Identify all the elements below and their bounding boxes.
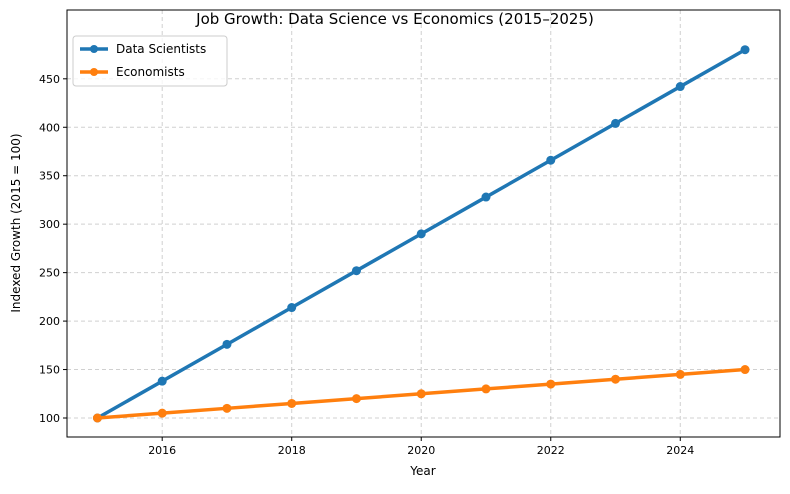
data-point-data-scientists	[287, 303, 297, 313]
x-tick-label: 2024	[666, 444, 694, 457]
data-point-data-scientists	[611, 118, 621, 128]
y-tick-label: 350	[39, 170, 60, 183]
data-point-data-scientists	[416, 229, 426, 239]
data-point-economists	[546, 379, 556, 389]
data-point-economists	[92, 413, 102, 423]
legend-label-data-scientists: Data Scientists	[116, 42, 206, 56]
data-point-data-scientists	[481, 192, 491, 202]
y-axis-label: Indexed Growth (2015 = 100)	[9, 133, 23, 312]
x-tick-label: 2020	[407, 444, 435, 457]
x-tick-label: 2016	[148, 444, 176, 457]
chart-title: Job Growth: Data Science vs Economics (2…	[195, 10, 594, 28]
x-axis-label: Year	[409, 464, 435, 478]
data-point-economists	[481, 384, 491, 394]
data-point-data-scientists	[157, 376, 167, 386]
legend-label-economists: Economists	[116, 65, 185, 79]
series-lines	[92, 45, 750, 423]
y-tick-label: 400	[39, 121, 60, 134]
x-tick-label: 2022	[537, 444, 565, 457]
y-tick-label: 200	[39, 315, 60, 328]
x-tick-label: 2018	[278, 444, 306, 457]
y-tick-label: 300	[39, 218, 60, 231]
data-point-economists	[157, 408, 167, 418]
y-tick-label: 100	[39, 412, 60, 425]
data-point-data-scientists	[546, 155, 556, 165]
data-point-economists	[416, 389, 426, 399]
y-tick-label: 150	[39, 364, 60, 377]
legend: Data Scientists Economists	[72, 35, 228, 87]
data-point-economists	[222, 403, 232, 413]
data-point-data-scientists	[740, 45, 750, 55]
data-point-economists	[611, 374, 621, 384]
ticks: 2016 2018 2020 2022 2024 100 150 200 250 300 350 40…	[39, 73, 694, 457]
data-point-data-scientists	[351, 266, 361, 276]
data-point-economists	[740, 365, 750, 375]
y-tick-label: 450	[39, 73, 60, 86]
axes-frame	[66, 9, 781, 438]
data-point-economists	[675, 369, 685, 379]
data-point-data-scientists	[222, 339, 232, 349]
data-point-economists	[287, 398, 297, 408]
data-point-economists	[351, 394, 361, 404]
data-point-data-scientists	[675, 82, 685, 92]
y-tick-label: 250	[39, 267, 60, 280]
